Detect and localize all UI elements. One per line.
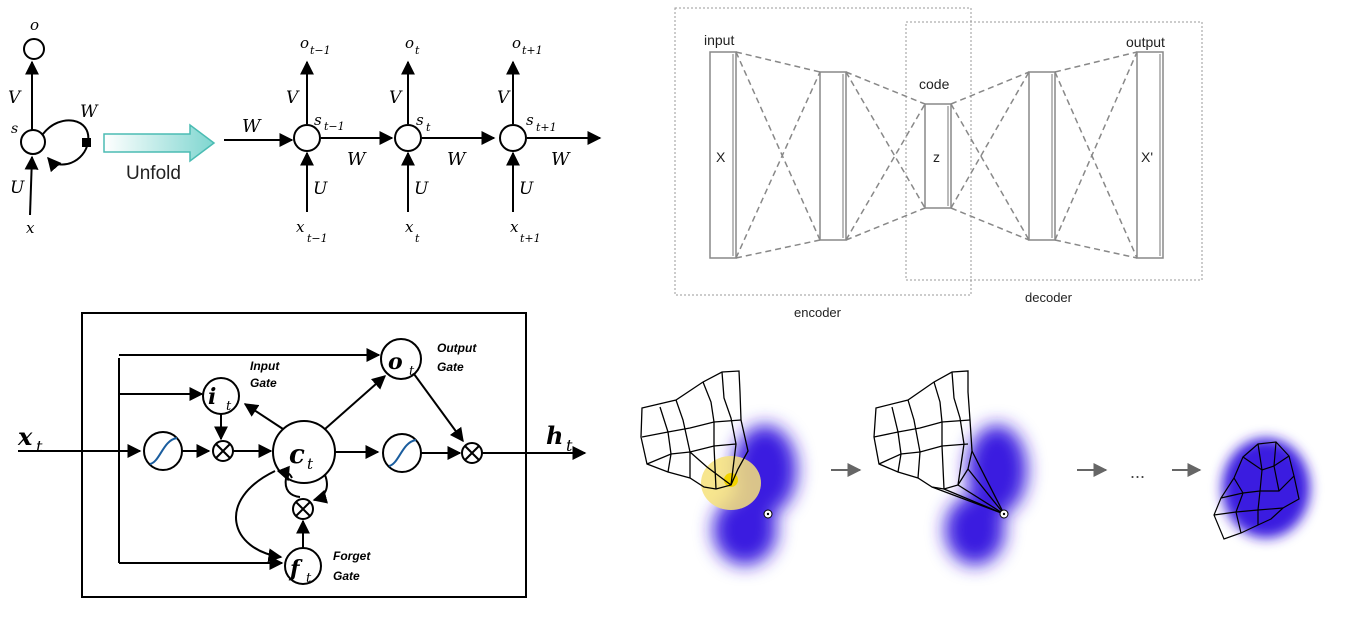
- output-label: output: [1126, 34, 1165, 50]
- w-label-2: W: [447, 149, 467, 170]
- folded-state-node: [20, 129, 46, 155]
- forget-gate-text-2: Gate: [333, 569, 360, 583]
- xprime-label: X': [1141, 149, 1153, 165]
- decoder-hidden-layer: [1028, 71, 1056, 241]
- w-label-1: W: [347, 149, 367, 170]
- output-gate-text-2: Gate: [437, 360, 464, 374]
- f-label: f: [288, 556, 303, 582]
- u-label-next: U: [519, 179, 534, 199]
- output-gate-node: [380, 338, 422, 380]
- x-cur-label: x: [405, 218, 414, 236]
- folded-input-label: x: [26, 219, 35, 237]
- input-layer: [709, 51, 737, 259]
- output-gate-text-1: Output: [437, 341, 477, 355]
- z-label: z: [933, 149, 940, 165]
- folded-output-label: o: [30, 16, 39, 34]
- multiply-node-input: [212, 440, 234, 462]
- x-prev-sub: t−1: [307, 232, 328, 245]
- encoder-hidden-layer: [819, 71, 847, 241]
- encoder-box: [674, 7, 972, 296]
- state-node-prev: [293, 124, 321, 152]
- folded-v-label: V: [8, 88, 22, 108]
- f-sub: t: [306, 571, 312, 586]
- s-cur-label: s: [416, 111, 424, 129]
- o-next-sub: t+1: [522, 44, 543, 57]
- state-node-next: [499, 124, 527, 152]
- x-cur-sub: t: [415, 232, 420, 245]
- folded-u-label: U: [10, 178, 25, 198]
- x-next-label: x: [510, 218, 519, 236]
- u-label-cur: U: [414, 179, 429, 199]
- lstm-diagram: i t Input Gate c t f t Forget Gate: [17, 312, 587, 598]
- unfold-label: Unfold: [126, 163, 181, 184]
- state-node-cur: [394, 124, 422, 152]
- forget-gate-node: [284, 547, 322, 585]
- decoder-box: [905, 21, 1203, 281]
- o-label: o: [388, 349, 403, 375]
- mesh-panel-2: [873, 370, 1027, 565]
- o-sub: t: [409, 364, 415, 379]
- o-cur-label: o: [405, 34, 414, 52]
- mesh-ellipsis: ...: [1130, 462, 1145, 482]
- s-prev-label: s: [314, 111, 322, 129]
- w-label-3: W: [551, 149, 571, 170]
- unfold-arrow: [103, 123, 216, 163]
- o-prev-label: o: [300, 34, 309, 52]
- h-t-sub: t: [566, 436, 573, 455]
- x-label: X: [716, 149, 726, 165]
- output-layer: [1136, 51, 1164, 259]
- s-prev-sub: t−1: [324, 120, 345, 133]
- s-cur-sub: t: [426, 121, 431, 134]
- s-next-sub: t+1: [536, 121, 557, 134]
- folded-state-label: s: [11, 121, 18, 137]
- folded-delay-square: [82, 138, 91, 147]
- c-sub: t: [307, 455, 314, 473]
- h-t-label: h: [546, 421, 563, 450]
- lstm-frame: [81, 312, 527, 598]
- multiply-node-output: [461, 442, 483, 464]
- rnn-diagram: o V s W U x Unfold W s t−1 V o t−1 U x t…: [8, 16, 602, 245]
- i-sub: t: [226, 399, 232, 414]
- v-label-prev: V: [286, 88, 300, 108]
- multiply-node-forget: [292, 498, 314, 520]
- v-label-cur: V: [389, 88, 403, 108]
- input-label: input: [704, 32, 734, 48]
- code-label: code: [919, 76, 950, 92]
- w-in-label: W: [242, 116, 262, 137]
- x-prev-label: x: [296, 218, 305, 236]
- folded-w-label: W: [80, 102, 99, 122]
- x-next-sub: t+1: [520, 232, 541, 245]
- autoencoder-diagram: input output code X z X' encoder decoder: [674, 7, 1203, 320]
- mesh-sequence: ...: [640, 370, 1310, 565]
- o-cur-sub: t: [415, 44, 420, 57]
- o-prev-sub: t−1: [310, 44, 331, 57]
- s-next-label: s: [526, 111, 534, 129]
- c-label: c: [289, 440, 305, 470]
- input-gate-text-1: Input: [250, 359, 280, 373]
- mesh-panel-1: [640, 370, 797, 565]
- x-t-sub: t: [36, 437, 43, 456]
- encoder-label: encoder: [794, 305, 842, 320]
- v-label-next: V: [497, 88, 511, 108]
- u-label-prev: U: [313, 179, 328, 199]
- i-label: i: [208, 384, 216, 410]
- input-gate-text-2: Gate: [250, 376, 277, 390]
- x-t-label: x: [17, 422, 33, 451]
- mesh-panel-3: [1213, 438, 1310, 540]
- o-next-label: o: [512, 34, 521, 52]
- decoder-label: decoder: [1025, 290, 1073, 305]
- folded-output-node: [23, 38, 45, 60]
- forget-gate-text-1: Forget: [333, 549, 371, 563]
- code-layer: [924, 103, 952, 209]
